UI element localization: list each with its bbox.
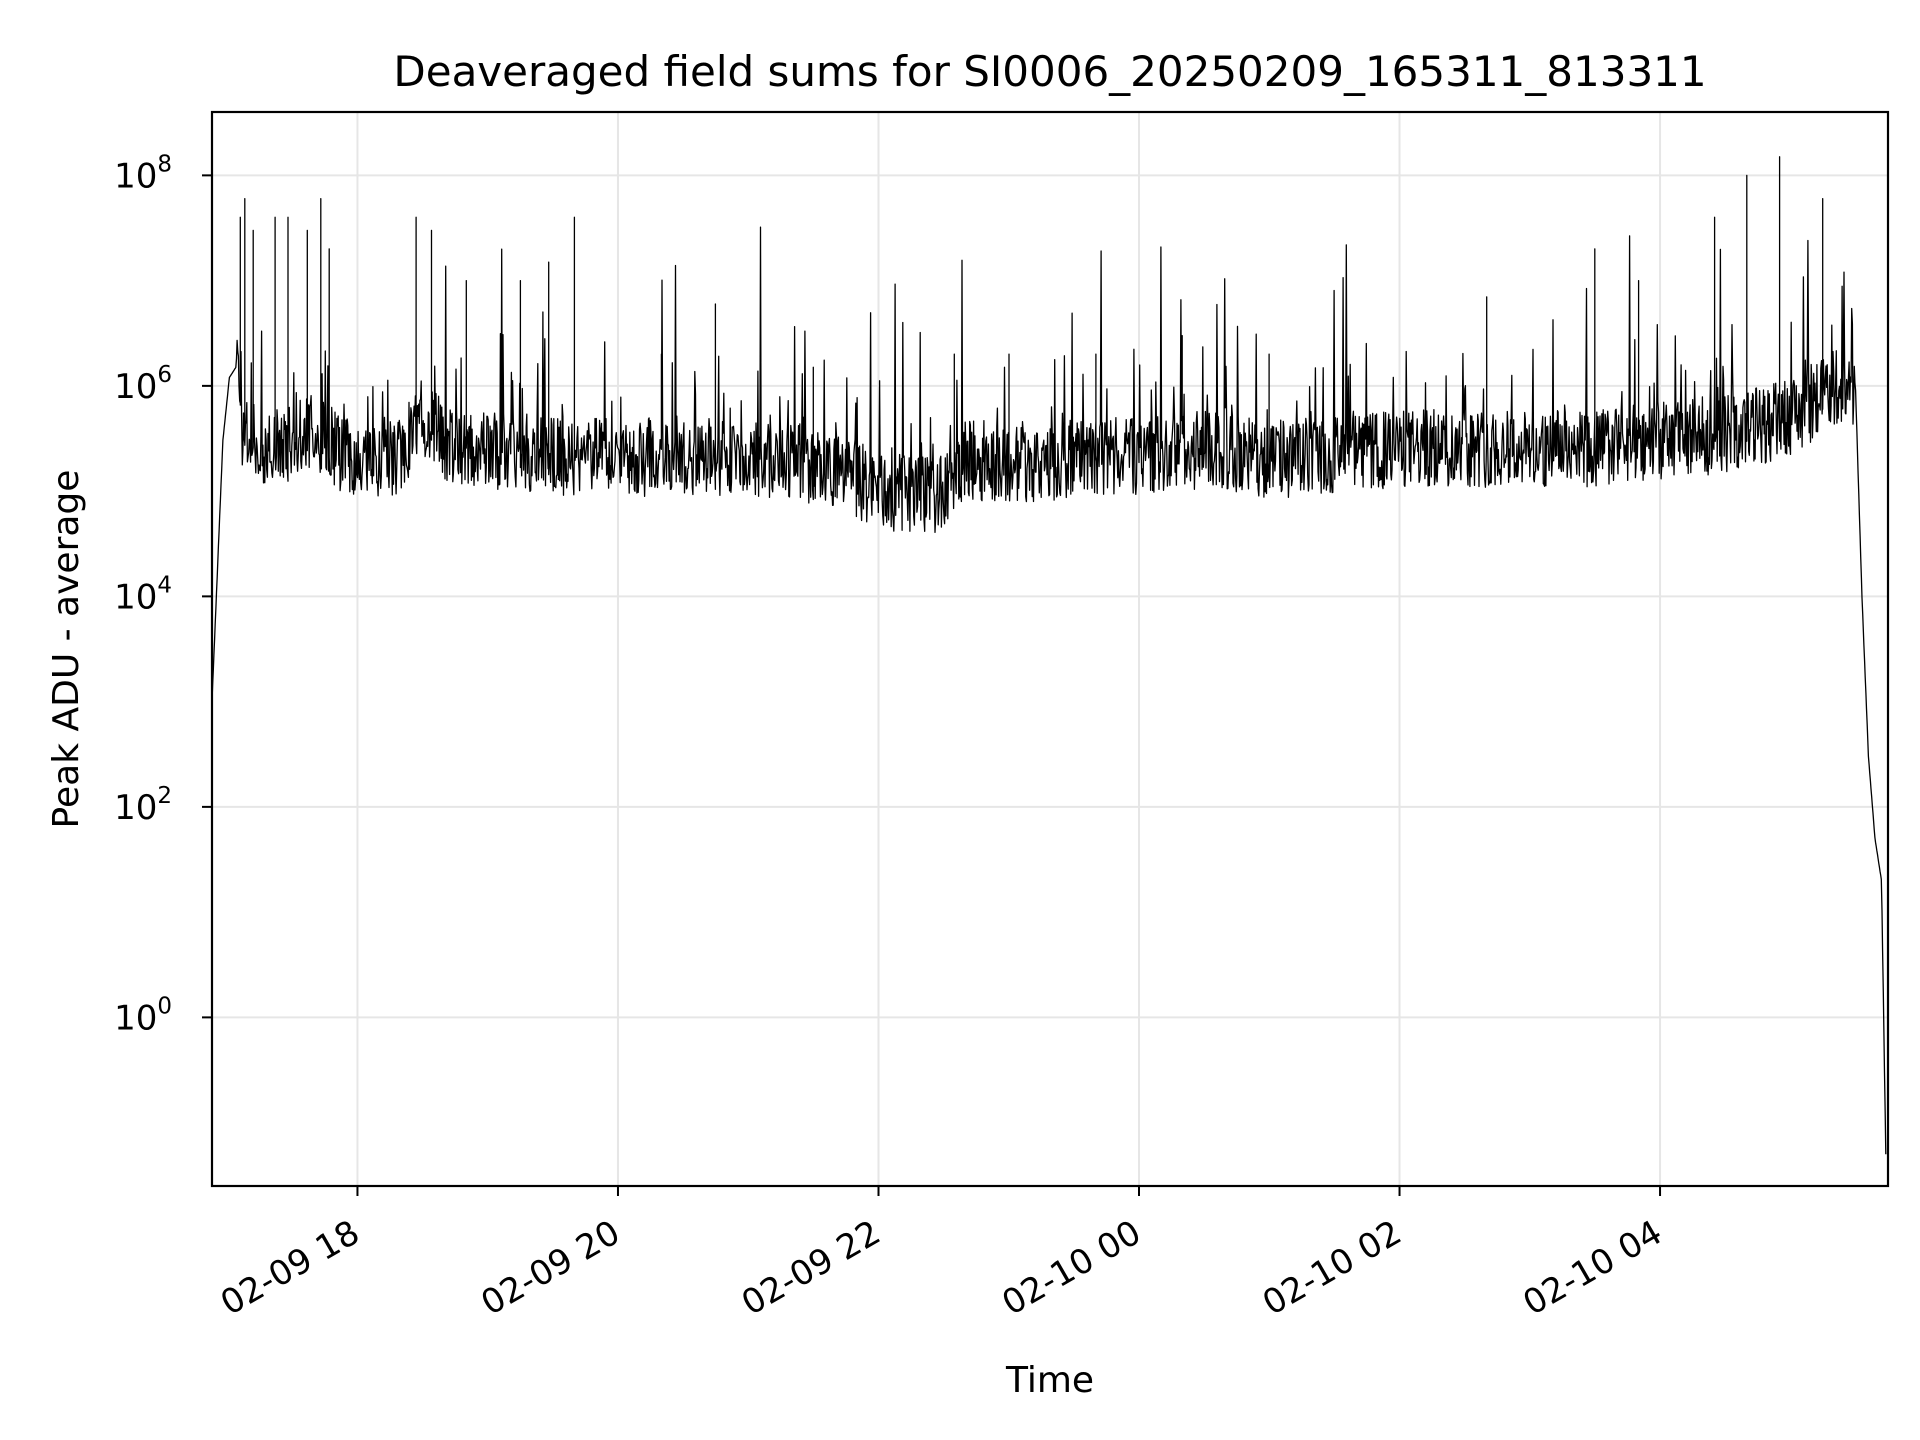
y-tick-label: 106 — [114, 362, 172, 407]
y-tick-label: 100 — [114, 993, 172, 1038]
series-layer — [211, 156, 1887, 1155]
series-line — [211, 156, 1887, 1155]
grid — [212, 112, 1888, 1186]
chart-title: Deaveraged field sums for SI0006_2025020… — [393, 47, 1706, 96]
y-tick-label: 102 — [114, 783, 172, 828]
plot-frame — [210, 110, 1890, 1188]
x-axis-label: Time — [1005, 1360, 1094, 1401]
y-tick-label: 104 — [114, 572, 172, 617]
y-tick-label: 108 — [114, 151, 172, 196]
y-axis-label: Peak ADU - average — [46, 470, 87, 829]
